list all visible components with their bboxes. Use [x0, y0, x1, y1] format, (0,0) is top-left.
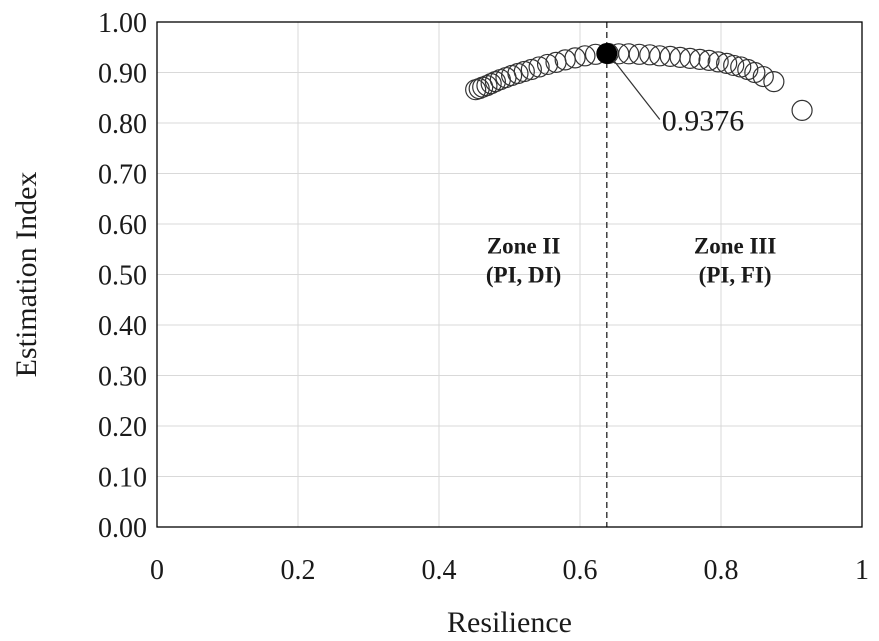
y-tick-label: 0.40: [98, 311, 147, 342]
y-axis-ticks: 0.00 0.10 0.20 0.30 0.40 0.50 0.60 0.70 0.80 0.90…: [98, 8, 147, 544]
y-tick-label: 1.00: [98, 8, 147, 39]
y-tick-label: 0.50: [98, 261, 147, 292]
x-tick-label: 0.6: [563, 555, 598, 586]
x-axis-title: Resilience: [447, 606, 572, 639]
x-tick-label: 1: [855, 555, 869, 586]
zone-ii-title: Zone II: [487, 234, 561, 259]
grid-lines: [157, 22, 862, 527]
data-point: [689, 48, 711, 70]
highlight-point: [596, 43, 618, 65]
highlight-annotation: 0.9376: [613, 60, 745, 138]
data-point: [520, 58, 542, 81]
data-points: [465, 42, 813, 121]
x-tick-label: 0.4: [422, 555, 457, 586]
data-point: [679, 47, 701, 69]
data-point: [791, 99, 813, 121]
data-point: [513, 60, 535, 83]
data-point: [574, 45, 596, 67]
data-point: [752, 65, 774, 88]
annotation-leader-line: [613, 60, 661, 120]
y-tick-label: 0.70: [98, 160, 147, 191]
data-point: [716, 52, 738, 75]
annotation-label: 0.9376: [662, 105, 745, 138]
data-point: [698, 49, 720, 71]
data-point: [763, 70, 785, 93]
y-tick-label: 0.60: [98, 210, 147, 241]
x-tick-label: 0.8: [704, 555, 739, 586]
y-tick-label: 0.00: [98, 513, 147, 544]
zone-labels: Zone II (PI, DI) Zone III (PI, FI): [486, 234, 776, 288]
data-point: [723, 54, 745, 77]
data-point: [484, 70, 506, 93]
data-point: [707, 51, 729, 73]
y-tick-label: 0.80: [98, 109, 147, 140]
y-tick-label: 0.10: [98, 463, 147, 494]
zone-ii-subtitle: (PI, DI): [486, 263, 561, 288]
data-point: [618, 43, 640, 65]
x-tick-label: 0.2: [281, 555, 316, 586]
data-point: [564, 47, 586, 69]
data-point: [528, 56, 550, 78]
x-tick-label: 0: [150, 555, 164, 586]
y-tick-label: 0.30: [98, 362, 147, 393]
data-point: [480, 73, 502, 95]
zone-iii-subtitle: (PI, FI): [699, 263, 772, 288]
y-tick-label: 0.90: [98, 59, 147, 90]
y-axis-title: Estimation Index: [10, 172, 43, 378]
data-point: [536, 53, 559, 76]
y-tick-label: 0.20: [98, 412, 147, 443]
zone-iii-title: Zone III: [694, 234, 776, 259]
plot-frame: [156, 21, 863, 528]
x-axis-ticks: 0 0.2 0.4 0.6 0.8 1: [150, 555, 869, 586]
